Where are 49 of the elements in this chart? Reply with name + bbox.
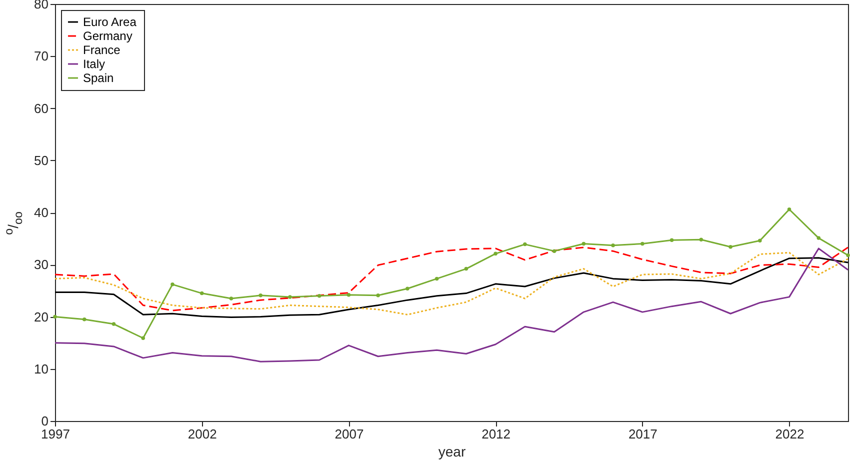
point bbox=[317, 294, 322, 298]
x-tick-label: 2022 bbox=[775, 426, 804, 442]
point bbox=[464, 266, 468, 271]
point bbox=[523, 242, 527, 246]
y-tick-label: 30 bbox=[34, 257, 48, 272]
legend-label: Euro Area bbox=[83, 15, 137, 29]
point bbox=[670, 238, 674, 242]
point bbox=[170, 282, 174, 286]
x-tick-label: 2007 bbox=[334, 426, 364, 442]
point bbox=[141, 336, 145, 340]
y-tick-label: 0 bbox=[41, 414, 48, 428]
point bbox=[494, 252, 498, 256]
y-tick-label: 40 bbox=[34, 205, 48, 220]
point bbox=[728, 245, 732, 249]
line-series bbox=[54, 248, 849, 362]
y-tick-label: 70 bbox=[34, 48, 48, 64]
point bbox=[699, 238, 704, 242]
point bbox=[346, 292, 351, 297]
point bbox=[640, 242, 644, 246]
y-tick-label: 20 bbox=[34, 309, 48, 324]
point bbox=[816, 236, 820, 240]
point bbox=[611, 243, 615, 248]
point bbox=[376, 294, 380, 298]
point bbox=[758, 238, 762, 243]
point bbox=[53, 314, 57, 319]
point bbox=[552, 249, 556, 253]
x-tick-label: 2012 bbox=[482, 426, 511, 442]
point bbox=[787, 208, 792, 212]
point bbox=[200, 291, 204, 296]
x-tick-label: 2017 bbox=[628, 426, 658, 442]
y-tick-label: 10 bbox=[34, 361, 48, 376]
point bbox=[406, 286, 410, 290]
x-tick-label: 2002 bbox=[188, 426, 217, 442]
legend-label: France bbox=[83, 43, 121, 57]
x-tick-label: 1997 bbox=[41, 426, 70, 442]
legend-label: Italy bbox=[83, 57, 106, 71]
legend-label: Germany bbox=[83, 29, 132, 43]
y-tick-label: 50 bbox=[34, 152, 48, 168]
x-axis-title: year bbox=[438, 444, 466, 460]
point bbox=[846, 253, 850, 258]
point bbox=[112, 322, 116, 326]
y-tick-label: 60 bbox=[34, 100, 48, 116]
point bbox=[258, 294, 262, 298]
point bbox=[434, 276, 439, 281]
point bbox=[82, 317, 86, 322]
point bbox=[229, 296, 234, 300]
point bbox=[288, 295, 292, 299]
point bbox=[582, 242, 586, 246]
legend-label: Spain bbox=[83, 71, 114, 85]
